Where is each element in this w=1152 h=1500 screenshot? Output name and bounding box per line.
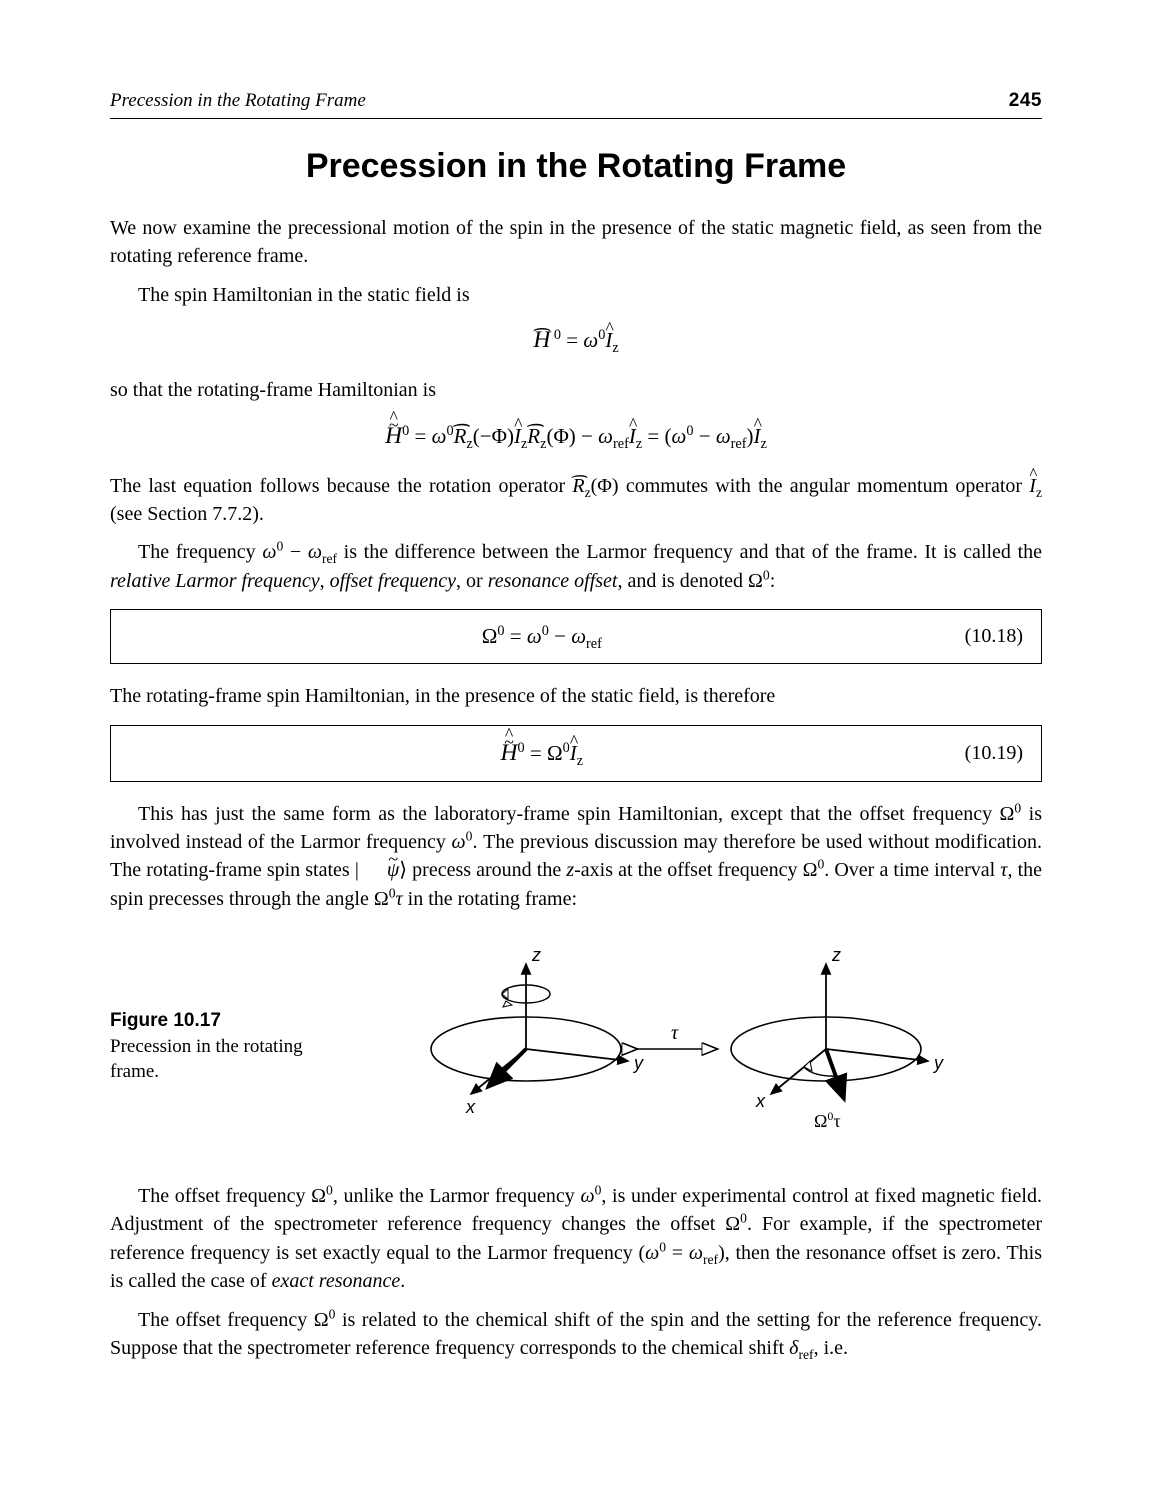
equation-box-2: H0 = Ω0Iz (10.19) xyxy=(110,725,1042,782)
page: Precession in the Rotating Frame 245 Pre… xyxy=(0,0,1152,1500)
precession-diagram-icon: z y x τ xyxy=(406,939,966,1149)
text-fragment: This has just the same form as the labor… xyxy=(138,803,1014,825)
figure-10-17: Figure 10.17 Precession in the rotating … xyxy=(110,939,1042,1154)
running-header: Precession in the Rotating Frame 245 xyxy=(110,90,1042,119)
paragraph-1: We now examine the precessional motion o… xyxy=(110,214,1042,271)
text-fragment: (see Section 7.7.2). xyxy=(110,503,264,525)
equation-10-19: H0 = Ω0Iz xyxy=(129,740,955,767)
figure-label: Figure 10.17 xyxy=(110,1008,330,1034)
paragraph-8: The offset frequency Ω0, unlike the Larm… xyxy=(110,1182,1042,1296)
paragraph-5: The frequency ω0 − ωref is the differenc… xyxy=(110,538,1042,595)
text-fragment: . Over a time interval xyxy=(824,859,1000,881)
term-exact-resonance: exact resonance xyxy=(272,1270,401,1292)
section-title: Precession in the Rotating Frame xyxy=(110,147,1042,186)
term-resonance-offset: resonance offset xyxy=(488,570,618,592)
figure-caption: Figure 10.17 Precession in the rotating … xyxy=(110,1008,330,1085)
equation-display-1: H 0 = ω0Iz xyxy=(110,327,1042,354)
figure-svg: z y x τ xyxy=(330,939,1042,1154)
text-fragment: -axis at the offset frequency Ω xyxy=(574,859,817,881)
text-fragment: (Φ) commutes with the angular momentum o… xyxy=(591,475,1030,497)
equation-number: (10.18) xyxy=(955,625,1023,648)
text-fragment: , and is denoted Ω xyxy=(618,570,763,592)
text-fragment: : xyxy=(770,570,776,592)
tau-label: τ xyxy=(671,1022,679,1044)
page-number: 245 xyxy=(1009,90,1042,112)
equation-box-1: Ω0 = ω0 − ωref (10.18) xyxy=(110,609,1042,664)
text-fragment: The offset frequency Ω xyxy=(138,1185,326,1207)
text-fragment: The last equation follows because the ro… xyxy=(110,475,572,497)
figure-caption-text: Precession in the rotating frame. xyxy=(110,1034,330,1085)
text-fragment: The frequency xyxy=(138,541,262,563)
axis-label-z: z xyxy=(831,945,841,965)
paragraph-7: This has just the same form as the labor… xyxy=(110,800,1042,914)
text-fragment: . xyxy=(400,1270,405,1292)
paragraph-4: The last equation follows because the ro… xyxy=(110,472,1042,529)
text-fragment: , unlike the Larmor frequency xyxy=(333,1185,581,1207)
axis-label-z: z xyxy=(531,945,541,965)
running-title: Precession in the Rotating Frame xyxy=(110,90,366,112)
angle-label: Ω0τ xyxy=(814,1109,841,1131)
text-fragment: , xyxy=(320,570,330,592)
text-fragment: , i.e. xyxy=(814,1337,848,1359)
paragraph-6: The rotating-frame spin Hamiltonian, in … xyxy=(110,682,1042,710)
term-relative-larmor: relative Larmor frequency xyxy=(110,570,320,592)
text-fragment: , or xyxy=(456,570,488,592)
equation-number: (10.19) xyxy=(955,742,1023,765)
axis-label-x: x xyxy=(465,1097,476,1117)
axis-label-y: y xyxy=(932,1053,944,1073)
paragraph-9: The offset frequency Ω0 is related to th… xyxy=(110,1306,1042,1363)
equation-display-2: H0 = ω0Rz(−Φ)IzRz(Φ) − ωrefIz = (ω0 − ωr… xyxy=(110,423,1042,450)
text-fragment: z xyxy=(566,859,574,881)
paragraph-2: The spin Hamiltonian in the static field… xyxy=(110,281,1042,309)
term-offset-frequency: offset frequency xyxy=(330,570,456,592)
axis-label-x: x xyxy=(755,1091,766,1111)
equation-10-18: Ω0 = ω0 − ωref xyxy=(129,624,955,649)
axis-label-y: y xyxy=(632,1053,644,1073)
text-fragment: in the rotating frame: xyxy=(403,888,577,910)
text-fragment: ⟩ precess around the xyxy=(399,859,566,881)
text-fragment: The offset frequency Ω xyxy=(138,1309,329,1331)
text-fragment: is the difference between the Larmor fre… xyxy=(337,541,1042,563)
paragraph-3: so that the rotating-frame Hamiltonian i… xyxy=(110,376,1042,404)
